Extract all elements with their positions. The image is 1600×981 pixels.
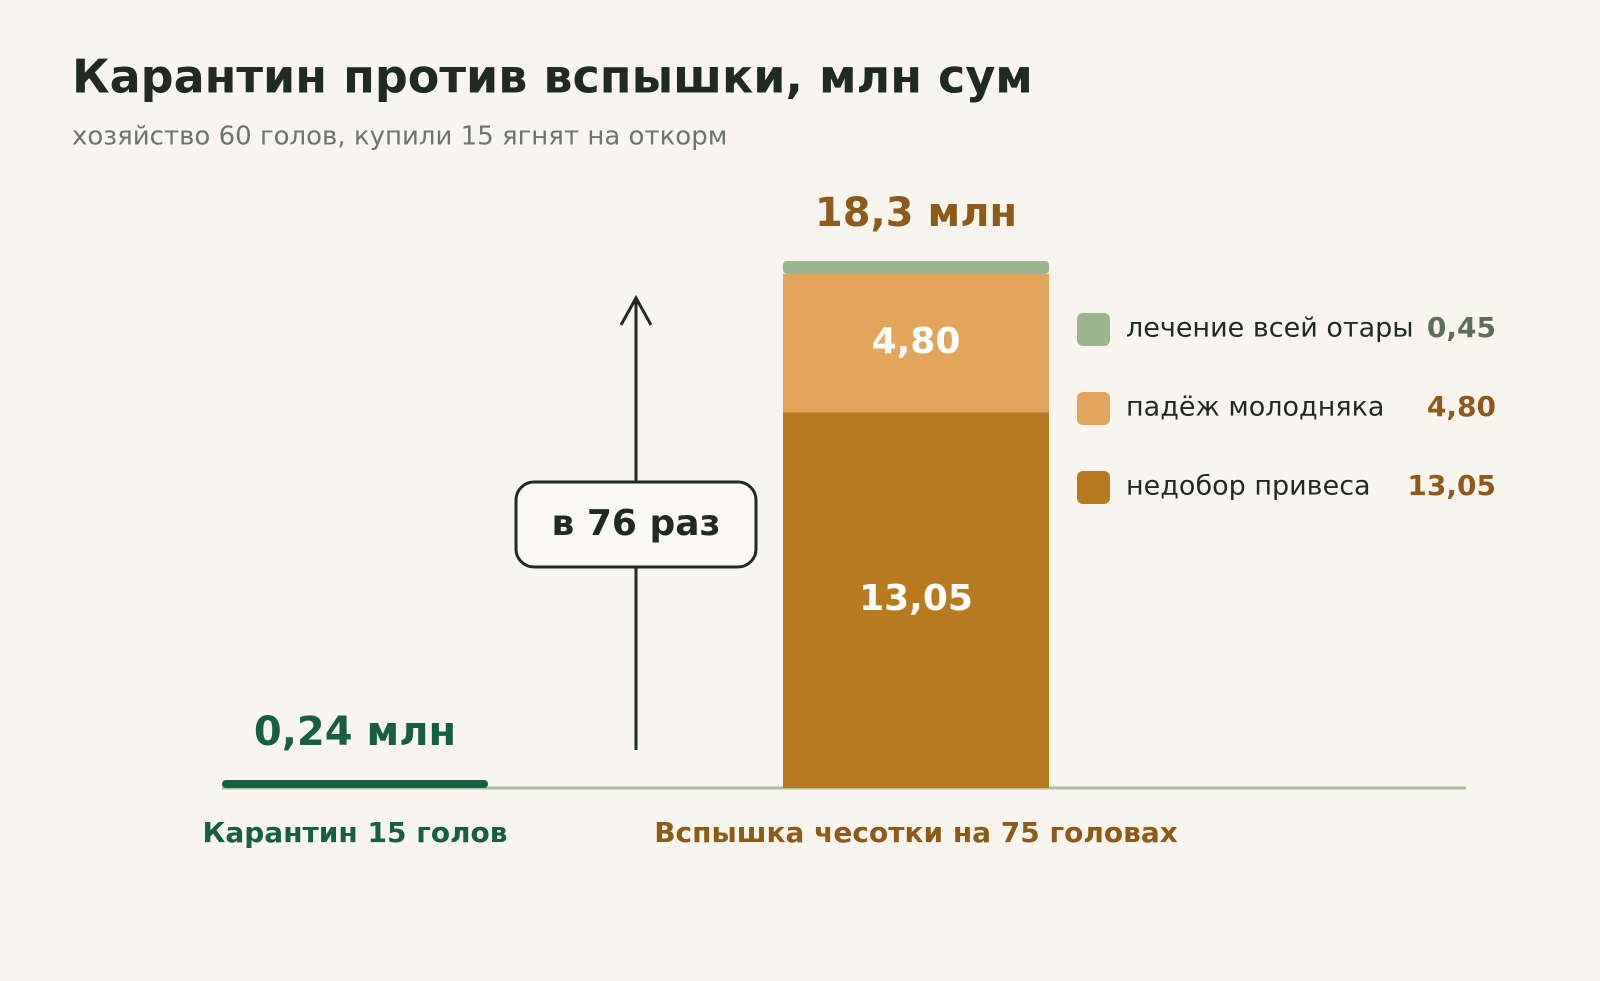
chart-subtitle: хозяйство 60 голов, купили 15 ягнят на о… (72, 122, 727, 152)
bar-segment (783, 273, 1049, 413)
data-label: 4,80 (872, 321, 961, 362)
x-tick-label: Вспышка чесотки на 75 головах (654, 816, 1178, 849)
bar-segment (783, 412, 1049, 788)
legend-value: 4,80 (1427, 390, 1496, 423)
annotation: в 76 раз (552, 503, 721, 544)
data-label: 13,05 (859, 578, 973, 619)
legend-value: 0,45 (1427, 311, 1496, 344)
legend-swatch (1077, 471, 1110, 504)
bar (222, 780, 488, 788)
total-label: 0,24 млн (254, 709, 456, 755)
bar-segment (783, 261, 1049, 274)
arrow-head (619, 294, 653, 326)
legend-swatch (1077, 313, 1110, 346)
chart-title: Карантин против вспышки, млн сум (72, 50, 1033, 104)
x-tick-label: Карантин 15 голов (202, 816, 507, 849)
legend-label: недобор привеса (1126, 471, 1371, 502)
legend-swatch (1077, 392, 1110, 425)
annotation-box (514, 480, 758, 569)
legend-value: 13,05 (1407, 469, 1496, 502)
total-label: 18,3 млн (815, 190, 1017, 236)
legend-label: падёж молодняка (1126, 392, 1384, 423)
legend-label: лечение всей отары (1126, 313, 1414, 344)
